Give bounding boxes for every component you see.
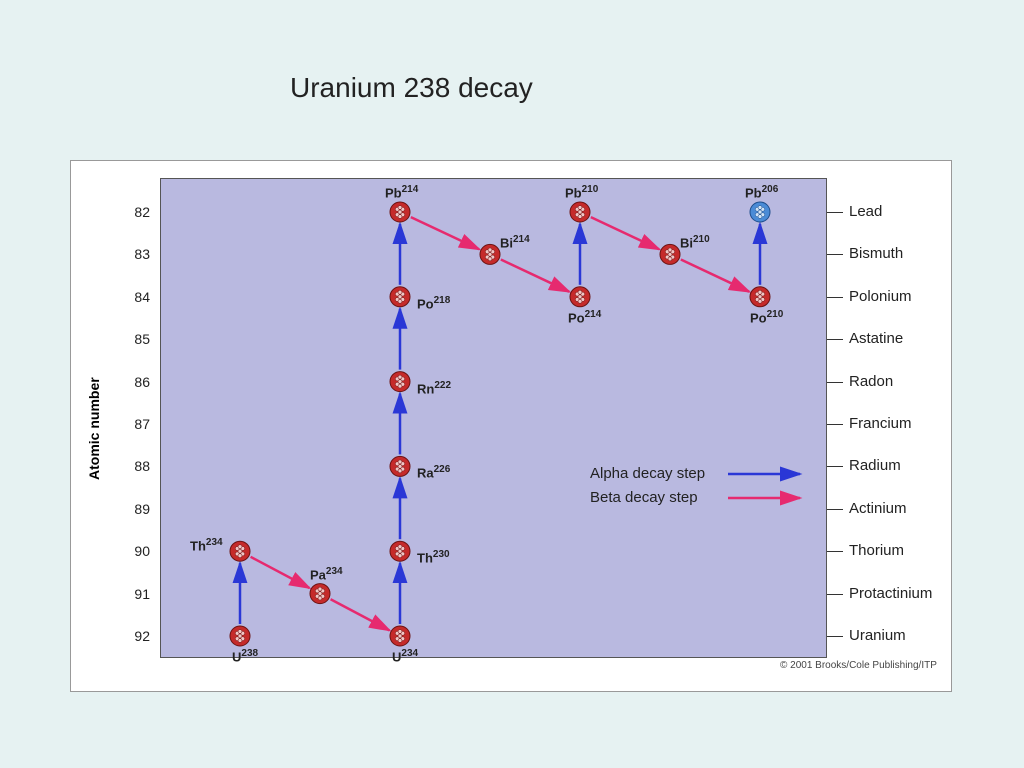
nucleus-Po210 (750, 287, 770, 307)
nucleus-U234 (390, 626, 410, 646)
legend-beta-text: Beta decay step (590, 489, 698, 506)
y-tick-label: 88 (120, 458, 150, 474)
element-name-label: Lead (849, 203, 969, 220)
nucleus-Th230 (390, 541, 410, 561)
isotope-label-U234: U234 (392, 648, 418, 664)
y-tick-label: 84 (120, 289, 150, 305)
beta-decay-arrow (681, 260, 749, 292)
element-name-label: Francium (849, 415, 969, 432)
nucleus-U238 (230, 626, 250, 646)
isotope-label-Po218: Po218 (417, 295, 450, 311)
right-tick-dash (827, 594, 843, 595)
isotope-label-U238: U238 (232, 648, 258, 664)
isotope-label-Ra226: Ra226 (417, 464, 450, 480)
beta-decay-arrow (501, 260, 569, 292)
isotope-label-Po210: Po210 (750, 309, 783, 325)
isotope-label-Th230: Th230 (417, 549, 450, 565)
isotope-label-Bi210: Bi210 (680, 234, 710, 250)
nucleus-Pb214 (390, 202, 410, 222)
isotope-label-Bi214: Bi214 (500, 234, 530, 250)
nucleus-Ra226 (390, 456, 410, 476)
nucleus-Pa234 (310, 584, 330, 604)
nucleus-Po218 (390, 287, 410, 307)
isotope-label-Pb210: Pb210 (565, 184, 598, 200)
isotope-label-Rn222: Rn222 (417, 380, 451, 396)
right-tick-dash (827, 382, 843, 383)
element-name-label: Radon (849, 373, 969, 390)
isotope-label-Pb206: Pb206 (745, 184, 778, 200)
beta-decay-arrow (331, 599, 390, 630)
element-name-label: Polonium (849, 288, 969, 305)
right-tick-dash (827, 636, 843, 637)
element-name-label: Bismuth (849, 245, 969, 262)
nucleus-Bi210 (660, 244, 680, 264)
nucleus-Po214 (570, 287, 590, 307)
element-name-label: Protactinium (849, 585, 969, 602)
right-tick-dash (827, 297, 843, 298)
beta-decay-arrow (591, 217, 659, 249)
y-tick-label: 85 (120, 331, 150, 347)
isotope-label-Th234: Th234 (190, 537, 223, 553)
nucleus-Bi214 (480, 244, 500, 264)
isotope-label-Pb214: Pb214 (385, 184, 418, 200)
nucleus-Th234 (230, 541, 250, 561)
beta-decay-arrow (251, 557, 310, 588)
y-tick-label: 83 (120, 246, 150, 262)
element-name-label: Thorium (849, 542, 969, 559)
element-name-label: Radium (849, 457, 969, 474)
element-name-label: Astatine (849, 330, 969, 347)
isotope-label-Pa234: Pa234 (310, 566, 343, 582)
nucleus-Pb206 (750, 202, 770, 222)
right-tick-dash (827, 551, 843, 552)
legend-alpha-text: Alpha decay step (590, 465, 705, 482)
right-tick-dash (827, 212, 843, 213)
y-tick-label: 82 (120, 204, 150, 220)
y-tick-label: 90 (120, 543, 150, 559)
nucleus-Rn222 (390, 372, 410, 392)
right-tick-dash (827, 466, 843, 467)
isotope-label-Po214: Po214 (568, 309, 601, 325)
right-tick-dash (827, 339, 843, 340)
y-tick-label: 89 (120, 501, 150, 517)
y-tick-label: 87 (120, 416, 150, 432)
y-tick-label: 86 (120, 374, 150, 390)
copyright-text: © 2001 Brooks/Cole Publishing/ITP (780, 660, 937, 671)
right-tick-dash (827, 509, 843, 510)
y-tick-label: 91 (120, 586, 150, 602)
nucleus-Pb210 (570, 202, 590, 222)
right-tick-dash (827, 424, 843, 425)
element-name-label: Uranium (849, 627, 969, 644)
right-tick-dash (827, 254, 843, 255)
element-name-label: Actinium (849, 500, 969, 517)
y-tick-label: 92 (120, 628, 150, 644)
beta-decay-arrow (411, 217, 479, 249)
